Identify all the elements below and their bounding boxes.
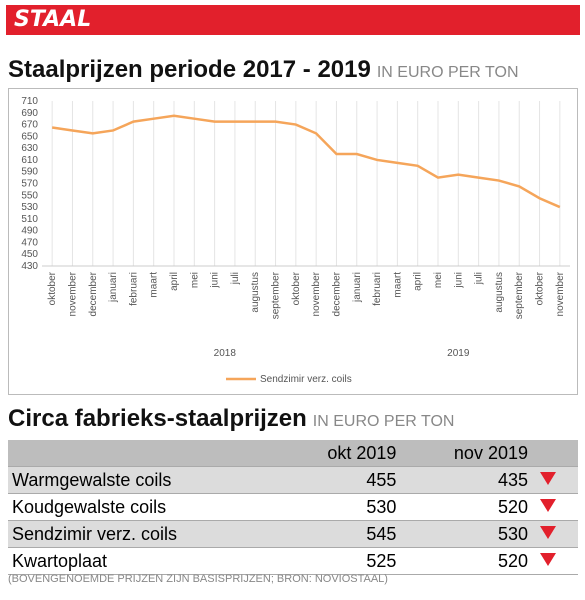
arrow-cell (534, 466, 578, 494)
chart-subtitle: IN EURO PER TON (376, 64, 519, 81)
corner (534, 440, 578, 467)
down-arrow (540, 552, 556, 566)
x-tick-label: augustus (494, 272, 505, 313)
x-tick-label: mei (433, 272, 444, 288)
x-tick-label: juli (230, 272, 241, 285)
x-tick-label: april (413, 272, 424, 291)
corner (8, 440, 279, 467)
chart: 4304504704905105305505705906106306506706… (8, 88, 578, 395)
table-row: Kwartoplaat 525 520 (8, 547, 578, 575)
cell: 520 (402, 547, 534, 575)
table-heading: Circa fabrieks-staalprijzen IN EURO PER T… (8, 405, 454, 433)
arrow-cell (534, 547, 578, 575)
y-tick-label: 450 (21, 249, 38, 260)
y-tick-label: 550 (21, 190, 38, 201)
y-tick-label: 710 (21, 96, 38, 107)
column-header: okt 2019 (278, 440, 403, 467)
x-tick-label: februari (128, 272, 139, 306)
x-tick-label: september (271, 271, 282, 319)
row-label: Kwartoplaat (8, 547, 279, 575)
y-tick-label: 650 (21, 131, 38, 142)
table-title: Circa fabrieks-staalprijzen (8, 405, 307, 432)
x-tick-label: augustus (250, 272, 261, 313)
footnote: (BOVENGENOEMDE PRIJZEN ZIJN BASISPRIJZEN… (8, 573, 388, 585)
arrow-cell (534, 493, 578, 521)
down-arrow (540, 525, 556, 539)
y-tick-label: 570 (21, 179, 38, 190)
table-row: Koudgewalste coils 530 520 (8, 493, 578, 521)
year-label: 2019 (447, 348, 470, 359)
legend-label: Sendzimir verz. coils (260, 374, 352, 385)
x-tick-label: december (88, 271, 99, 316)
down-arrow (540, 471, 556, 485)
y-tick-label: 670 (21, 120, 38, 131)
chart-heading: Staalprijzen periode 2017 - 2019 IN EURO … (8, 56, 519, 84)
y-tick-label: 470 (21, 237, 38, 248)
y-tick-label: 610 (21, 155, 38, 166)
x-tick-label: december (331, 271, 342, 316)
cell: 435 (402, 466, 534, 494)
year-label: 2018 (214, 348, 237, 359)
arrow-cell (534, 520, 578, 548)
x-tick-label: februari (372, 272, 383, 306)
cell: 525 (278, 547, 403, 575)
cell: 520 (402, 493, 534, 521)
x-tick-label: oktober (535, 271, 546, 305)
line (51, 114, 561, 209)
y-tick-label: 530 (21, 202, 38, 213)
column-header: nov 2019 (402, 440, 534, 467)
x-tick-label: oktober (47, 271, 58, 305)
y-tick-label: 510 (21, 214, 38, 225)
x-tick-label: juni (210, 272, 221, 289)
x-tick-label: juli (474, 272, 485, 285)
x-tick-label: oktober (291, 271, 302, 305)
x-tick-label: januari (108, 272, 119, 303)
x-tick-label: september (514, 271, 525, 319)
y-tick-label: 630 (21, 143, 38, 154)
cell: 530 (278, 493, 403, 521)
chart-frame (8, 88, 578, 395)
x-tick-label: maart (392, 272, 403, 298)
x-tick-label: mei (189, 272, 200, 288)
y-tick-label: 690 (21, 108, 38, 119)
x-tick-label: maart (149, 272, 160, 298)
chart-title: Staalprijzen periode 2017 - 2019 (8, 56, 371, 83)
table-row: Sendzimir verz. coils 545 530 (8, 520, 578, 548)
table-row: Warmgewalste coils 455 435 (8, 466, 578, 494)
cell: 530 (402, 520, 534, 548)
cell: 455 (278, 466, 403, 494)
x-tick-label: juni (453, 272, 464, 289)
row-label: Koudgewalste coils (8, 493, 279, 521)
row-label: Warmgewalste coils (8, 466, 279, 494)
table-subtitle: IN EURO PER TON (312, 413, 455, 430)
y-tick-label: 590 (21, 167, 38, 178)
x-tick-label: november (555, 271, 566, 316)
header-row: okt 2019 nov 2019 (8, 440, 578, 467)
price-table: okt 2019 nov 2019 Warmgewalste coils 455 43… (8, 440, 578, 575)
x-tick-label: november (67, 271, 78, 316)
down-arrow (540, 498, 556, 512)
y-tick-label: 490 (21, 226, 38, 237)
x-tick-label: april (169, 272, 180, 291)
x-tick-label: november (311, 271, 322, 316)
row-label: Sendzimir verz. coils (8, 520, 279, 548)
cell: 545 (278, 520, 403, 548)
header: STAAL (6, 5, 580, 35)
x-tick-label: januari (352, 272, 363, 303)
y-tick-label: 430 (21, 261, 38, 272)
